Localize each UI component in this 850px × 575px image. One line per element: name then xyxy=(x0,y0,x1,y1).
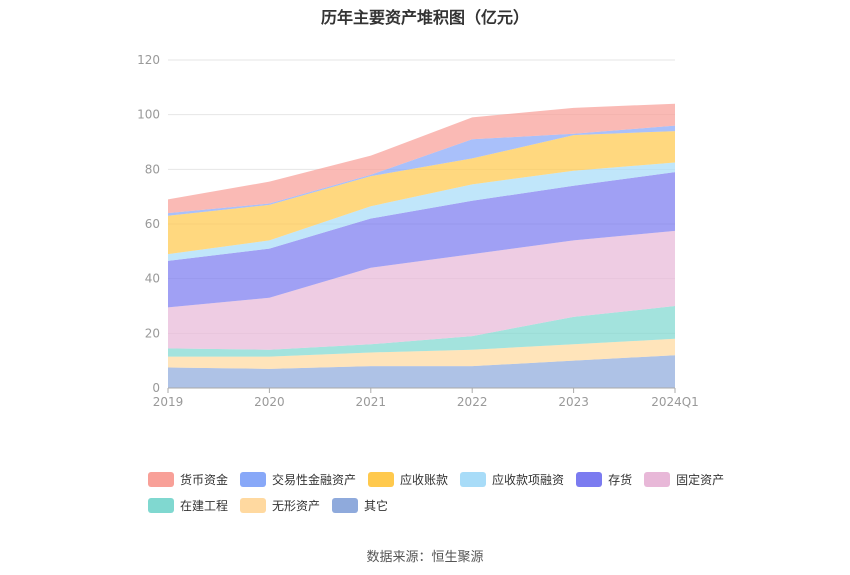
area-series xyxy=(168,103,675,388)
legend-label: 无形资产 xyxy=(272,498,321,513)
legend-swatch xyxy=(576,471,603,487)
area-应收账款 xyxy=(168,131,675,255)
x-tick-label: 2019 xyxy=(153,395,184,409)
x-tick-label: 2020 xyxy=(254,395,285,409)
legend-label: 固定资产 xyxy=(676,472,725,487)
y-tick-label: 60 xyxy=(145,217,160,231)
y-tick-label: 20 xyxy=(145,326,160,340)
x-tick-label: 2023 xyxy=(558,395,589,409)
data-source-note: 数据来源：恒生聚源 xyxy=(366,550,484,565)
legend-item[interactable]: 在建工程 xyxy=(148,496,228,514)
area-存货 xyxy=(168,172,675,308)
legend-label: 在建工程 xyxy=(180,498,229,513)
area-在建工程 xyxy=(168,306,675,357)
legend-swatch xyxy=(148,471,174,487)
legend-item[interactable]: 固定资产 xyxy=(644,470,724,488)
legend-swatch xyxy=(332,497,359,513)
legend-item[interactable]: 其它 xyxy=(332,496,388,514)
legend-item[interactable]: 无形资产 xyxy=(240,496,320,514)
legend: 货币资金 交易性金融资产 应收账款 应收款项融资 存货 固定资产在建工程 无形资产 其它 xyxy=(148,470,748,522)
legend-item[interactable]: 存货 xyxy=(576,470,632,488)
y-tick-label: 0 xyxy=(152,381,160,395)
y-tick-label: 100 xyxy=(137,108,160,122)
legend-swatch xyxy=(148,497,174,513)
legend-label: 应收款项融资 xyxy=(492,472,565,487)
legend-swatch xyxy=(368,471,395,487)
legend-item[interactable]: 货币资金 xyxy=(148,470,228,488)
y-tick-label: 80 xyxy=(145,162,160,176)
legend-label: 其它 xyxy=(364,498,389,513)
x-tick-label: 2024Q1 xyxy=(651,395,699,409)
y-tick-label: 40 xyxy=(145,272,160,286)
legend-label: 交易性金融资产 xyxy=(272,472,357,487)
legend-item[interactable]: 应收账款 xyxy=(368,470,448,488)
legend-swatch xyxy=(644,471,671,487)
area-无形资产 xyxy=(168,338,675,369)
area-货币资金 xyxy=(168,103,675,214)
legend-item[interactable]: 应收款项融资 xyxy=(460,470,564,488)
x-tick-label: 2022 xyxy=(457,395,488,409)
chart-title: 历年主要资产堆积图（亿元） xyxy=(320,8,529,27)
legend-label: 货币资金 xyxy=(180,472,229,487)
legend-swatch xyxy=(460,471,487,487)
legend-label: 应收账款 xyxy=(400,472,449,487)
area-其它 xyxy=(168,355,675,388)
y-tick-label: 120 xyxy=(137,53,160,67)
area-应收款项融资 xyxy=(168,162,675,261)
axes: 0 20 40 60 80 100 120 2019 2020 2021 2022 2023 2024Q… xyxy=(137,53,699,409)
x-tick-label: 2021 xyxy=(356,395,387,409)
legend-swatch xyxy=(240,471,267,487)
legend-label: 存货 xyxy=(608,472,633,487)
area-固定资产 xyxy=(168,230,675,350)
legend-swatch xyxy=(240,497,267,513)
legend-item[interactable]: 交易性金融资产 xyxy=(240,470,356,488)
